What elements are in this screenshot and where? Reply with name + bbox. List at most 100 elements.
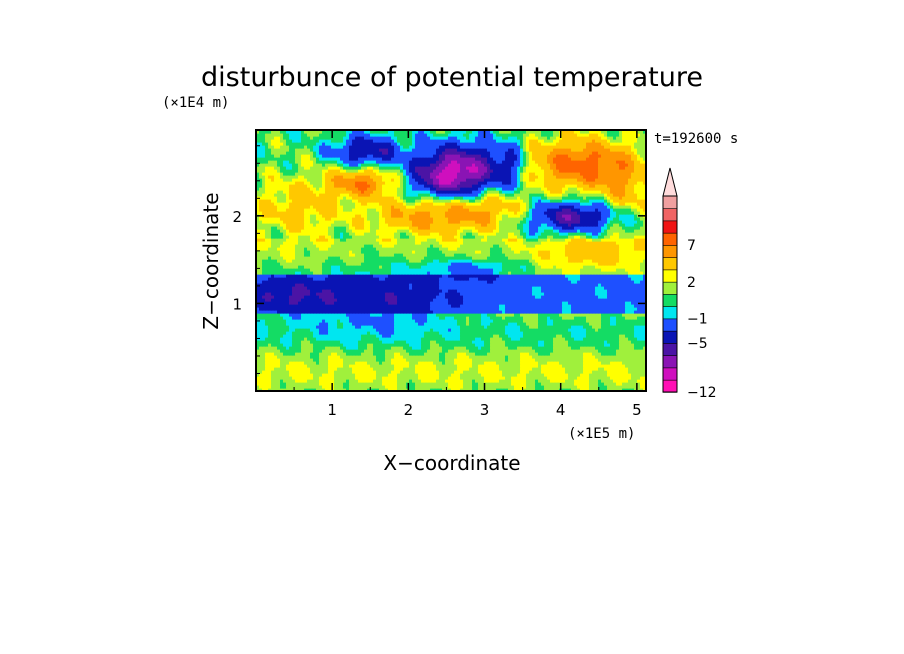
heatmap-cell: [406, 298, 410, 302]
heatmap-cell: [496, 280, 500, 284]
heatmap-cell: [277, 304, 281, 308]
heatmap-cell: [556, 340, 560, 344]
heatmap-cell: [442, 358, 446, 362]
heatmap-cell: [574, 343, 578, 347]
heatmap-cell: [628, 331, 632, 335]
heatmap-cell: [436, 355, 440, 359]
heatmap-cell: [391, 379, 395, 383]
heatmap-cell: [448, 286, 452, 290]
heatmap-cell: [568, 337, 572, 341]
heatmap-cell: [292, 367, 296, 371]
heatmap-cell: [424, 337, 428, 341]
heatmap-cell: [625, 295, 629, 299]
heatmap-cell: [598, 358, 602, 362]
heatmap-cell: [517, 331, 521, 335]
heatmap-cell: [481, 388, 485, 392]
heatmap-cell: [292, 373, 296, 377]
heatmap-cell: [418, 298, 422, 302]
heatmap-cell: [433, 316, 437, 320]
heatmap-cell: [589, 295, 593, 299]
heatmap-cell: [397, 298, 401, 302]
heatmap-cell: [304, 289, 308, 293]
heatmap-cell: [310, 298, 314, 302]
heatmap-cell: [493, 334, 497, 338]
heatmap-cell: [637, 349, 641, 353]
heatmap-cell: [607, 370, 611, 374]
heatmap-cell: [511, 331, 515, 335]
heatmap-cell: [364, 289, 368, 293]
heatmap-cell: [466, 364, 470, 368]
heatmap-cell: [559, 358, 563, 362]
heatmap-cell: [274, 274, 278, 278]
heatmap-cell: [505, 292, 509, 296]
heatmap-cell: [568, 358, 572, 362]
heatmap-cell: [301, 322, 305, 326]
heatmap-cell: [427, 370, 431, 374]
heatmap-cell: [481, 328, 485, 332]
heatmap-cell: [532, 388, 536, 392]
heatmap-cell: [547, 370, 551, 374]
heatmap-cell: [478, 307, 482, 311]
heatmap-cell: [595, 376, 599, 380]
heatmap-cell: [550, 370, 554, 374]
heatmap-cell: [421, 382, 425, 386]
heatmap-cell: [373, 388, 377, 392]
heatmap-cell: [622, 331, 626, 335]
heatmap-cell: [535, 286, 539, 290]
heatmap-cell: [445, 304, 449, 308]
heatmap-cell: [322, 358, 326, 362]
heatmap-cell: [511, 376, 515, 380]
heatmap-cell: [415, 373, 419, 377]
heatmap-cell: [313, 310, 317, 314]
heatmap-cell: [574, 319, 578, 323]
heatmap-cell: [310, 367, 314, 371]
heatmap-cell: [577, 304, 581, 308]
heatmap-cell: [334, 349, 338, 353]
heatmap-cell: [622, 355, 626, 359]
heatmap-cell: [562, 301, 566, 305]
heatmap-cell: [319, 328, 323, 332]
heatmap-cell: [403, 277, 407, 281]
heatmap-cell: [442, 319, 446, 323]
heatmap-cell: [397, 385, 401, 389]
heatmap-cell: [310, 304, 314, 308]
heatmap-cell: [532, 361, 536, 365]
heatmap-cell: [529, 367, 533, 371]
heatmap-cell: [493, 361, 497, 365]
heatmap-cell: [265, 367, 269, 371]
heatmap-cell: [511, 328, 515, 332]
heatmap-cell: [367, 343, 371, 347]
heatmap-cell: [349, 346, 353, 350]
heatmap-cell: [349, 280, 353, 284]
heatmap-cell: [355, 331, 359, 335]
heatmap-cell: [622, 346, 626, 350]
heatmap-cell: [304, 313, 308, 317]
heatmap-cell: [262, 385, 266, 389]
heatmap-cell: [604, 304, 608, 308]
heatmap-cell: [340, 328, 344, 332]
heatmap-cell: [580, 364, 584, 368]
heatmap-cell: [328, 382, 332, 386]
heatmap-cell: [598, 376, 602, 380]
heatmap-cell: [526, 304, 530, 308]
heatmap-cell: [580, 343, 584, 347]
heatmap-cell: [574, 301, 578, 305]
heatmap-cell: [571, 331, 575, 335]
heatmap-cell: [409, 298, 413, 302]
heatmap-cell: [601, 283, 605, 287]
heatmap-cell: [379, 295, 383, 299]
heatmap-cell: [478, 310, 482, 314]
heatmap-cell: [634, 337, 638, 341]
heatmap-cell: [316, 370, 320, 374]
heatmap-cell: [277, 322, 281, 326]
heatmap-cell: [580, 283, 584, 287]
heatmap-cell: [598, 292, 602, 296]
heatmap-cell: [340, 361, 344, 365]
heatmap-cell: [400, 379, 404, 383]
heatmap-cell: [295, 286, 299, 290]
heatmap-cell: [382, 319, 386, 323]
heatmap-cell: [505, 343, 509, 347]
heatmap-cell: [532, 283, 536, 287]
heatmap-cell: [361, 337, 365, 341]
heatmap-cell: [553, 280, 557, 284]
